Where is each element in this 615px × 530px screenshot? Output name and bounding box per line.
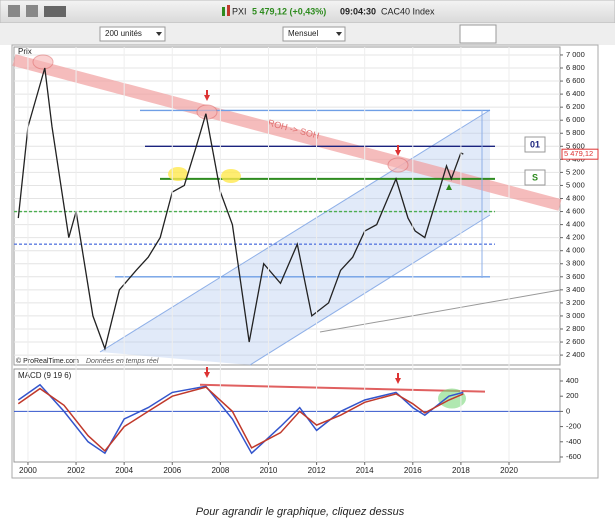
y-tick-label: 200 — [566, 391, 579, 400]
y-tick-label: 6 000 — [566, 115, 585, 124]
y-tick-label: 6 400 — [566, 89, 585, 98]
arrow — [395, 373, 401, 384]
y-tick-label: 2 400 — [566, 350, 585, 359]
source: © ProRealTime.com — [16, 357, 79, 365]
x-tick-label: 2008 — [211, 466, 229, 475]
series-line — [17, 67, 464, 351]
period: Mensuel — [288, 29, 318, 38]
y-tick-label: 0 — [566, 406, 570, 415]
arrow — [336, 32, 342, 36]
name: CAC40 Index — [381, 6, 435, 16]
arrow — [156, 32, 162, 36]
icon — [222, 7, 225, 16]
x-tick-label: 2004 — [115, 466, 133, 475]
channel-line — [249, 214, 491, 366]
y-tick-label: 3 200 — [566, 298, 585, 307]
icon — [227, 5, 230, 16]
y-tick-label: 400 — [566, 376, 579, 385]
source-note: Données en temps réel — [86, 358, 159, 365]
symbol: PXI — [232, 6, 247, 16]
y-tick-label: 3 000 — [566, 311, 585, 320]
x-tick-label: 2006 — [163, 466, 181, 475]
y-tick-label: 5 000 — [566, 180, 585, 189]
y-tick-label: 6 800 — [566, 63, 585, 72]
panel-title: MACD (9 19 6) — [18, 371, 72, 380]
time: 09:04:30 — [340, 6, 376, 16]
box-label: 01 — [530, 139, 540, 149]
arrow — [204, 367, 210, 378]
resistance-band — [12, 54, 562, 211]
y-tick-label: 4 600 — [566, 207, 585, 216]
plot-area — [13, 46, 561, 366]
arrow — [395, 145, 401, 156]
trend-line — [199, 383, 486, 393]
y-tick-label: 3 400 — [566, 285, 585, 294]
chart-type-button[interactable] — [459, 24, 497, 44]
channel-line — [99, 109, 491, 353]
period-select[interactable] — [282, 26, 346, 42]
y-tick-label: 6 200 — [566, 102, 585, 111]
y-tick-label: 6 600 — [566, 76, 585, 85]
x-tick-label: 2002 — [67, 466, 85, 475]
highlight — [32, 54, 54, 70]
last-value-label: 5 479,12 — [564, 149, 593, 158]
long-trend — [319, 289, 561, 333]
highlight — [168, 167, 188, 181]
quote: 5 479,12 (+0,43%) — [252, 6, 326, 16]
arrow — [446, 184, 452, 190]
series-line — [17, 383, 464, 455]
units: 200 unités — [105, 29, 142, 38]
x-tick-label: 2010 — [260, 466, 278, 475]
label-box — [524, 169, 546, 186]
x-tick-label: 2016 — [404, 466, 422, 475]
caption[interactable]: Pour agrandir le graphique, cliquez dess… — [196, 506, 405, 518]
y-tick-label: 5 200 — [566, 167, 585, 176]
panel-title: Prix — [18, 47, 32, 56]
highlight — [387, 157, 409, 173]
y-tick-label: -200 — [566, 422, 581, 431]
arrow — [204, 90, 210, 101]
y-tick-label: 4 200 — [566, 233, 585, 242]
units-select[interactable] — [99, 26, 166, 42]
box-label: S — [532, 172, 538, 182]
y-tick-label: 4 400 — [566, 220, 585, 229]
icon[interactable] — [44, 6, 66, 17]
x-tick-label: 2014 — [356, 466, 374, 475]
y-tick-label: 2 600 — [566, 337, 585, 346]
series-line — [17, 386, 464, 452]
y-tick-label: 7 000 — [566, 50, 585, 59]
label-box — [524, 136, 546, 153]
y-tick-label: -600 — [566, 452, 581, 461]
x-tick-label: 2012 — [308, 466, 326, 475]
highlight — [221, 169, 241, 183]
y-tick-label: 5 600 — [566, 141, 585, 150]
y-tick-label: -400 — [566, 437, 581, 446]
y-tick-label: 5 800 — [566, 128, 585, 137]
y-tick-label: 4 800 — [566, 193, 585, 202]
icon[interactable] — [8, 5, 20, 17]
y-tick-label: 3 800 — [566, 259, 585, 268]
y-tick-label: 4 000 — [566, 246, 585, 255]
x-tick-label: 2020 — [500, 466, 518, 475]
x-tick-label: 2000 — [19, 466, 37, 475]
last-value-box — [561, 148, 599, 160]
x-tick-label: 2018 — [452, 466, 470, 475]
y-tick-label: 3 600 — [566, 272, 585, 281]
icon[interactable] — [26, 5, 38, 17]
channel — [100, 110, 490, 365]
plot-area — [13, 368, 561, 463]
y-tick-label: 2 800 — [566, 324, 585, 333]
